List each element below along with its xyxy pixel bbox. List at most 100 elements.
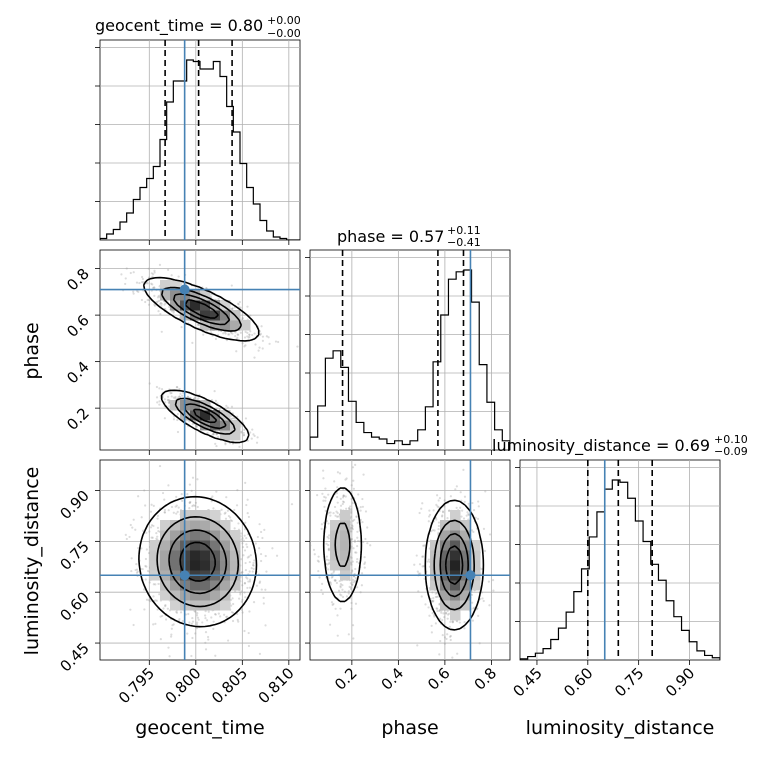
- scatter-point: [243, 534, 246, 537]
- scatter-point: [194, 424, 198, 427]
- scatter-point: [327, 548, 330, 551]
- scatter-point: [236, 489, 239, 492]
- xtick-label-phase-2: 0.6: [424, 664, 454, 694]
- density-cell: [190, 540, 201, 551]
- contour-level-0: [138, 495, 258, 628]
- scatter-point: [467, 502, 470, 505]
- density-cell: [170, 280, 181, 291]
- scatter-point: [196, 616, 200, 619]
- scatter-point: [170, 391, 173, 395]
- density-cell: [440, 530, 451, 541]
- scatter-point: [463, 621, 466, 624]
- scatter-point: [334, 607, 337, 610]
- density-cell: [200, 290, 211, 301]
- scatter-point: [156, 535, 159, 538]
- scatter-point: [147, 267, 150, 270]
- title-luminosity-distance: luminosity_distance = 0.69: [492, 436, 710, 456]
- scatter-point: [337, 589, 341, 592]
- density-cell: [460, 550, 471, 561]
- scatter-point: [157, 294, 160, 298]
- scatter-point: [207, 610, 210, 613]
- scatter-point: [488, 533, 492, 536]
- scatter-point: [239, 306, 242, 309]
- scatter-point: [441, 634, 444, 637]
- xlabel-luminosity-distance: luminosity_distance: [526, 717, 715, 739]
- scatter-point: [263, 528, 266, 532]
- scatter-point: [152, 623, 155, 626]
- scatter-point: [352, 637, 355, 640]
- scatter-point: [231, 619, 235, 623]
- scatter-point: [361, 497, 364, 501]
- scatter-point: [449, 638, 452, 642]
- scatter-point: [163, 511, 167, 514]
- density-cell: [450, 560, 461, 571]
- scatter-point: [261, 339, 264, 342]
- title-geocent-time-plus: +0.00: [267, 14, 301, 27]
- density-cell: [460, 590, 471, 601]
- scatter-point: [149, 600, 152, 603]
- scatter-point: [327, 534, 331, 537]
- scatter-point: [439, 639, 442, 643]
- scatter-point: [191, 636, 194, 640]
- density-cell: [440, 540, 451, 551]
- scatter-point: [247, 336, 250, 339]
- scatter-point: [217, 297, 220, 300]
- scatter-point: [322, 499, 325, 502]
- scatter-point: [327, 549, 331, 552]
- scatter-point: [244, 481, 247, 484]
- scatter-point: [312, 548, 316, 551]
- scatter-point: [146, 282, 149, 285]
- scatter-point: [355, 455, 357, 457]
- scatter-point: [206, 431, 209, 435]
- scatter-point: [249, 431, 252, 434]
- scatter-point: [349, 505, 352, 508]
- density-cell: [220, 320, 231, 331]
- scatter-point: [187, 612, 190, 616]
- density-cell: [330, 520, 341, 531]
- scatter-point: [232, 611, 235, 614]
- scatter-point: [356, 536, 359, 539]
- scatter-point: [435, 592, 439, 595]
- scatter-point: [316, 493, 319, 497]
- scatter-point: [335, 510, 338, 513]
- scatter-point: [436, 609, 439, 613]
- scatter-point: [351, 528, 354, 531]
- scatter-point: [247, 631, 250, 635]
- scatter-point: [350, 484, 353, 487]
- scatter-point: [351, 519, 355, 523]
- scatter-point: [216, 435, 220, 439]
- scatter-point: [197, 618, 200, 621]
- scatter-point: [240, 431, 243, 434]
- xtick-label-geocent_time-3: 0.810: [255, 664, 298, 707]
- scatter-point: [224, 517, 228, 520]
- ylabel-phase: phase: [21, 322, 43, 379]
- scatter-point: [317, 555, 320, 558]
- scatter-point: [205, 619, 209, 622]
- scatter-point: [334, 579, 337, 582]
- scatter-point: [169, 392, 172, 395]
- scatter-point: [223, 613, 226, 616]
- scatter-point: [223, 331, 227, 334]
- scatter-point: [234, 331, 237, 334]
- scatter-point: [214, 654, 217, 657]
- density-cell: [150, 550, 161, 561]
- scatter-point: [241, 584, 244, 587]
- scatter-point: [333, 505, 337, 509]
- density-cell: [440, 550, 451, 561]
- scatter-point: [162, 607, 165, 610]
- density-cell: [210, 530, 221, 541]
- scatter-point: [252, 561, 255, 565]
- scatter-point: [172, 311, 175, 314]
- scatter-point: [325, 542, 328, 545]
- scatter-point: [321, 592, 324, 596]
- scatter-point: [349, 588, 353, 591]
- xtick-label-geocent_time-1: 0.800: [162, 664, 205, 707]
- scatter-point: [338, 579, 341, 583]
- scatter-point: [188, 501, 191, 504]
- density-cell: [220, 560, 231, 571]
- density-cell: [450, 540, 461, 551]
- scatter-point: [255, 584, 259, 587]
- scatter-point: [148, 298, 151, 302]
- scatter-point: [448, 612, 451, 615]
- scatter-point: [168, 655, 171, 658]
